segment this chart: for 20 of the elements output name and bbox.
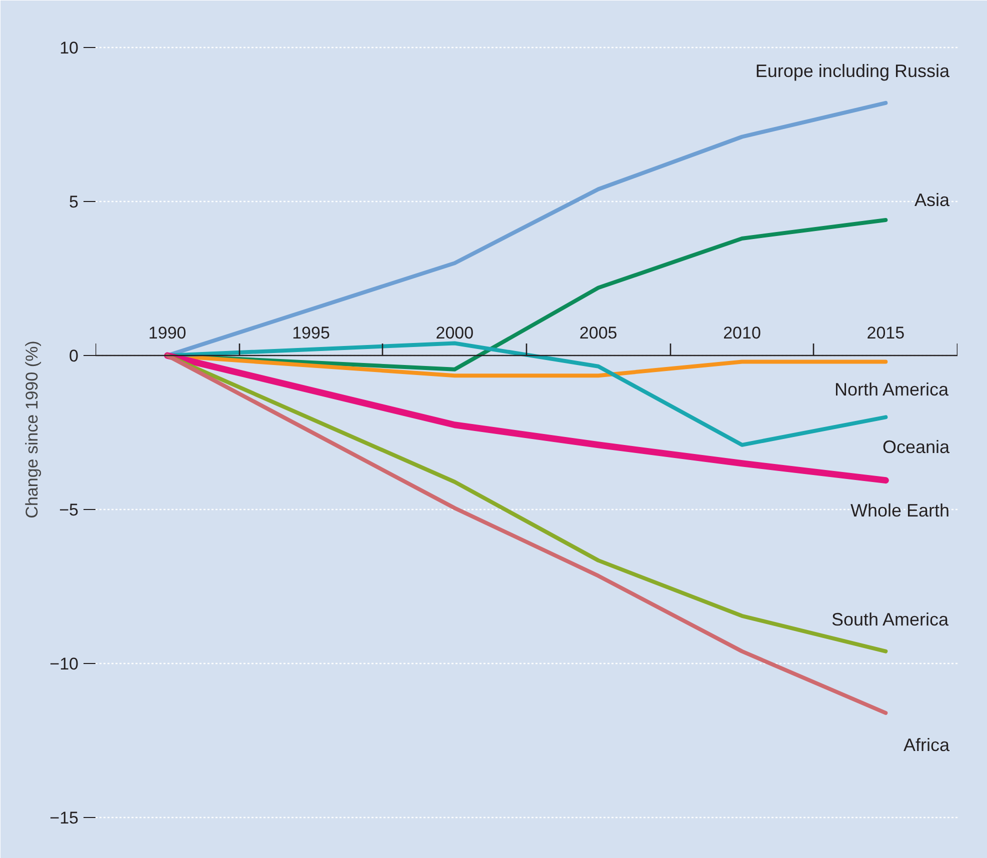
y-tick-label: −15 bbox=[50, 808, 79, 828]
x-tick-label: 2000 bbox=[436, 324, 474, 343]
x-tick-label: 1995 bbox=[292, 324, 330, 343]
x-tick-label: 2010 bbox=[723, 324, 761, 343]
y-tick-label: −10 bbox=[50, 654, 79, 674]
y-tick-label: 10 bbox=[60, 38, 79, 58]
y-axis-title: Change since 1990 (%) bbox=[22, 340, 42, 518]
y-tick-label: −5 bbox=[59, 500, 79, 520]
series-label: South America bbox=[831, 609, 950, 630]
text: Europe including Russia bbox=[755, 60, 950, 81]
series-label: Whole Earth bbox=[850, 500, 950, 520]
y-tick-label: 0 bbox=[69, 346, 79, 366]
x-tick-label: 1990 bbox=[148, 324, 186, 343]
series-label: North America bbox=[834, 380, 950, 400]
series-label: Africa bbox=[903, 734, 950, 755]
x-tick-label: 2015 bbox=[866, 324, 905, 343]
series-label: Asia bbox=[914, 190, 950, 210]
x-tick-label: 2005 bbox=[579, 324, 618, 343]
y-tick-label: 5 bbox=[69, 192, 79, 212]
series-label: Oceania bbox=[882, 437, 950, 458]
